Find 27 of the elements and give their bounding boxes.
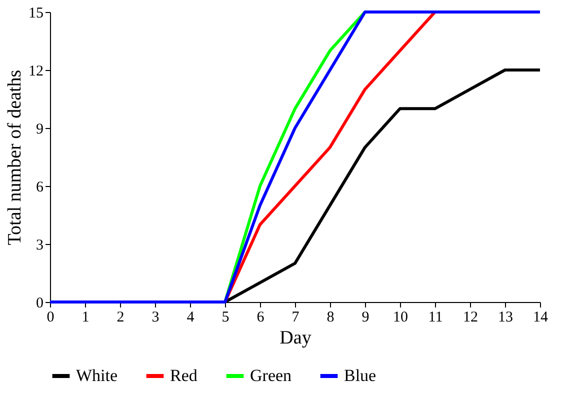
y-tick-label: 0 [36, 296, 44, 312]
x-tick-label: 9 [362, 310, 370, 326]
x-axis-title: Day [280, 328, 312, 348]
legend-label: White [76, 366, 118, 385]
legend-label: Green [250, 366, 292, 385]
x-tick-label: 4 [186, 310, 195, 326]
y-tick-label: 6 [36, 180, 44, 196]
x-tick-label: 3 [152, 310, 160, 326]
y-tick-label: 12 [28, 64, 44, 80]
x-tick-label: 13 [498, 310, 513, 326]
x-tick-label: 7 [292, 310, 300, 326]
y-axis-title: Total number of deaths [4, 70, 26, 246]
legend-label: Blue [344, 366, 376, 385]
y-tick-label: 3 [36, 238, 44, 254]
y-tick-label: 15 [28, 6, 44, 22]
x-tick-label: 0 [46, 310, 54, 326]
x-tick-label: 12 [463, 310, 478, 326]
legend-label: Red [170, 366, 198, 385]
x-tick-label: 1 [82, 310, 90, 326]
x-tick-label: 5 [222, 310, 230, 326]
x-tick-label: 6 [256, 310, 265, 326]
x-tick-label: 2 [116, 310, 124, 326]
x-tick-label: 11 [428, 310, 443, 326]
x-tick-label: 14 [533, 310, 548, 326]
x-tick-label: 10 [393, 310, 408, 326]
y-tick-label: 9 [36, 122, 44, 138]
x-tick-label: 8 [326, 310, 334, 326]
